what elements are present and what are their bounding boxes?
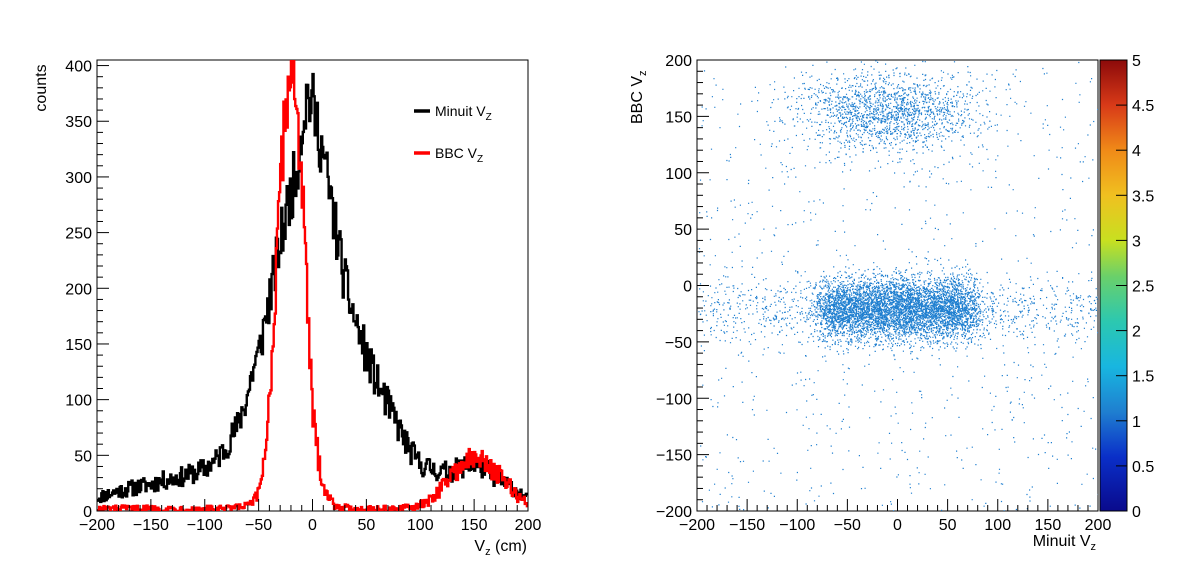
colorbar-tick-label: 2.5 bbox=[1132, 279, 1154, 296]
scatter-x-label-sub: z bbox=[1091, 541, 1097, 553]
histogram-x-tick-label: 50 bbox=[357, 517, 375, 534]
histogram-y-tick-label: 150 bbox=[65, 337, 92, 354]
scatter-y-label-sub: z bbox=[637, 70, 649, 76]
histogram-x-tick-label: 0 bbox=[308, 517, 317, 534]
histogram-y-axis-label: counts bbox=[33, 64, 50, 111]
scatter-x-axis-label: Minuit Vz bbox=[1033, 533, 1096, 553]
histogram-x-label-sub: z bbox=[485, 546, 491, 558]
scatter-x-tick-label: 0 bbox=[893, 517, 902, 534]
legend-label-minuit: Minuit VZ bbox=[435, 103, 492, 123]
scatter-x-tick-label: −200 bbox=[679, 517, 715, 534]
histogram-x-tick-label: −100 bbox=[187, 517, 223, 534]
scatter-y-tick-label: 0 bbox=[683, 279, 692, 296]
scatter-x-tick-label: 50 bbox=[939, 517, 957, 534]
scatter-x-tick-label: 150 bbox=[1035, 517, 1062, 534]
histogram-series-bbc bbox=[97, 60, 528, 511]
histogram-y-tick-label: 50 bbox=[74, 448, 92, 465]
histogram-x-tick-label: −150 bbox=[133, 517, 169, 534]
scatter-y-tick-label: −200 bbox=[656, 504, 692, 521]
histogram-x-tick-label: −50 bbox=[245, 517, 272, 534]
scatter-y-tick-label: 150 bbox=[665, 109, 692, 126]
scatter-x-tick-label: 200 bbox=[1085, 517, 1112, 534]
scatter-x-tick-label: 100 bbox=[984, 517, 1011, 534]
histogram-y-tick-label: 0 bbox=[83, 504, 92, 521]
scatter-x-label-main: Minuit V bbox=[1033, 533, 1091, 550]
histogram-y-tick-label: 100 bbox=[65, 393, 92, 410]
scatter-y-tick-label: −150 bbox=[656, 448, 692, 465]
histogram-y-tick-label: 300 bbox=[65, 170, 92, 187]
colorbar-tick-label: 0.5 bbox=[1132, 459, 1154, 476]
scatter-y-axis: −200 −150 −100 −50 0 50 100 150 200 bbox=[656, 53, 709, 521]
histogram-series-minuit bbox=[97, 72, 528, 504]
histogram-y-tick-label: 350 bbox=[65, 114, 92, 131]
histogram-x-tick-label: 200 bbox=[515, 517, 542, 534]
histogram-y-tick-label: 250 bbox=[65, 226, 92, 243]
histogram-legend: Minuit VZ BBC VZ bbox=[414, 103, 492, 165]
scatter-x-tick-label: −150 bbox=[729, 517, 765, 534]
legend-label-minuit-sub: Z bbox=[486, 112, 492, 123]
histogram-panel: −200 −150 −100 −50 0 50 100 150 200 0 50 100 150 200… bbox=[33, 59, 541, 558]
scatter-y-axis-label: BBC Vz bbox=[629, 70, 649, 124]
scatter-x-tick-label: −100 bbox=[779, 517, 815, 534]
scatter-y-tick-label: −100 bbox=[656, 391, 692, 408]
colorbar-tick-label: 0 bbox=[1132, 504, 1141, 521]
colorbar-tick-label: 2 bbox=[1132, 324, 1141, 341]
colorbar-tick-label: 3.5 bbox=[1132, 188, 1154, 205]
histogram-x-label-main: V bbox=[474, 538, 485, 555]
scatter-x-axis: −200 −150 −100 −50 0 50 100 150 200 bbox=[679, 499, 1111, 534]
histogram-x-tick-label: −200 bbox=[79, 517, 115, 534]
colorbar-tick-label: 4 bbox=[1132, 143, 1141, 160]
histogram-y-tick-label: 200 bbox=[65, 281, 92, 298]
histogram-x-label-unit: (cm) bbox=[491, 538, 527, 555]
histogram-y-tick-label: 400 bbox=[65, 59, 92, 76]
histogram-x-tick-label: 150 bbox=[461, 517, 488, 534]
colorbar-tick-label: 5 bbox=[1132, 53, 1141, 70]
scatter-x-tick-label: −50 bbox=[834, 517, 861, 534]
histogram-y-axis: 0 50 100 150 200 250 300 350 400 bbox=[65, 59, 109, 521]
legend-label-bbc-main: BBC V bbox=[435, 145, 478, 161]
colorbar-tick-label: 1 bbox=[1132, 414, 1141, 431]
histogram-series-group bbox=[97, 60, 528, 511]
colorbar-axis: 0 0.5 1 1.5 2 2.5 3 3.5 4 4.5 5 bbox=[1116, 53, 1154, 521]
scatter-y-label-main: BBC V bbox=[629, 76, 646, 124]
histogram-x-axis: −200 −150 −100 −50 0 50 100 150 200 bbox=[79, 499, 541, 534]
histogram-x-tick-label: 100 bbox=[407, 517, 434, 534]
colorbar-tick-label: 4.5 bbox=[1132, 98, 1154, 115]
histogram-plot-frame bbox=[96, 59, 529, 512]
scatter-plot-frame bbox=[696, 59, 1099, 512]
scatter-panel: −200 −150 −100 −50 0 50 100 150 200 −200−150−100… bbox=[629, 53, 1154, 553]
histogram-x-axis-label: Vz (cm) bbox=[474, 538, 527, 558]
scatter-y-tick-label: 50 bbox=[674, 222, 692, 239]
scatter-y-tick-label: 100 bbox=[665, 166, 692, 183]
scatter-y-tick-label: −50 bbox=[665, 335, 692, 352]
colorbar-tick-label: 3 bbox=[1132, 233, 1141, 250]
scatter-y-tick-label: 200 bbox=[665, 53, 692, 70]
legend-label-bbc: BBC VZ bbox=[435, 145, 483, 165]
legend-label-bbc-sub: Z bbox=[477, 154, 483, 165]
legend-label-minuit-main: Minuit V bbox=[435, 103, 486, 119]
colorbar-tick-label: 1.5 bbox=[1132, 369, 1154, 386]
